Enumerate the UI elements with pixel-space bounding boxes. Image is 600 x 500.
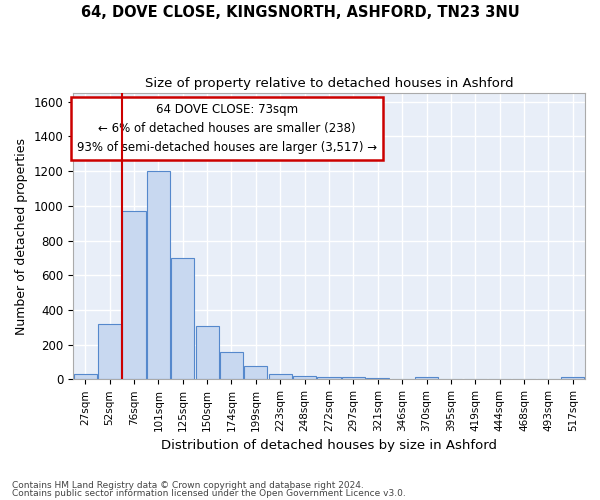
Text: 64 DOVE CLOSE: 73sqm
← 6% of detached houses are smaller (238)
93% of semi-detac: 64 DOVE CLOSE: 73sqm ← 6% of detached ho… xyxy=(77,103,377,154)
Bar xyxy=(415,376,438,380)
Bar xyxy=(244,366,268,380)
Bar xyxy=(74,374,97,380)
Bar xyxy=(293,376,316,380)
Text: Contains HM Land Registry data © Crown copyright and database right 2024.: Contains HM Land Registry data © Crown c… xyxy=(12,481,364,490)
Y-axis label: Number of detached properties: Number of detached properties xyxy=(15,138,28,334)
Bar xyxy=(147,171,170,380)
Bar xyxy=(122,211,146,380)
Bar xyxy=(317,376,341,380)
Bar xyxy=(220,352,243,380)
X-axis label: Distribution of detached houses by size in Ashford: Distribution of detached houses by size … xyxy=(161,440,497,452)
Bar xyxy=(98,324,121,380)
Bar xyxy=(366,378,389,380)
Bar xyxy=(561,376,584,380)
Bar xyxy=(269,374,292,380)
Text: Contains public sector information licensed under the Open Government Licence v3: Contains public sector information licen… xyxy=(12,488,406,498)
Bar xyxy=(171,258,194,380)
Bar xyxy=(196,326,218,380)
Title: Size of property relative to detached houses in Ashford: Size of property relative to detached ho… xyxy=(145,78,514,90)
Text: 64, DOVE CLOSE, KINGSNORTH, ASHFORD, TN23 3NU: 64, DOVE CLOSE, KINGSNORTH, ASHFORD, TN2… xyxy=(80,5,520,20)
Bar xyxy=(342,376,365,380)
